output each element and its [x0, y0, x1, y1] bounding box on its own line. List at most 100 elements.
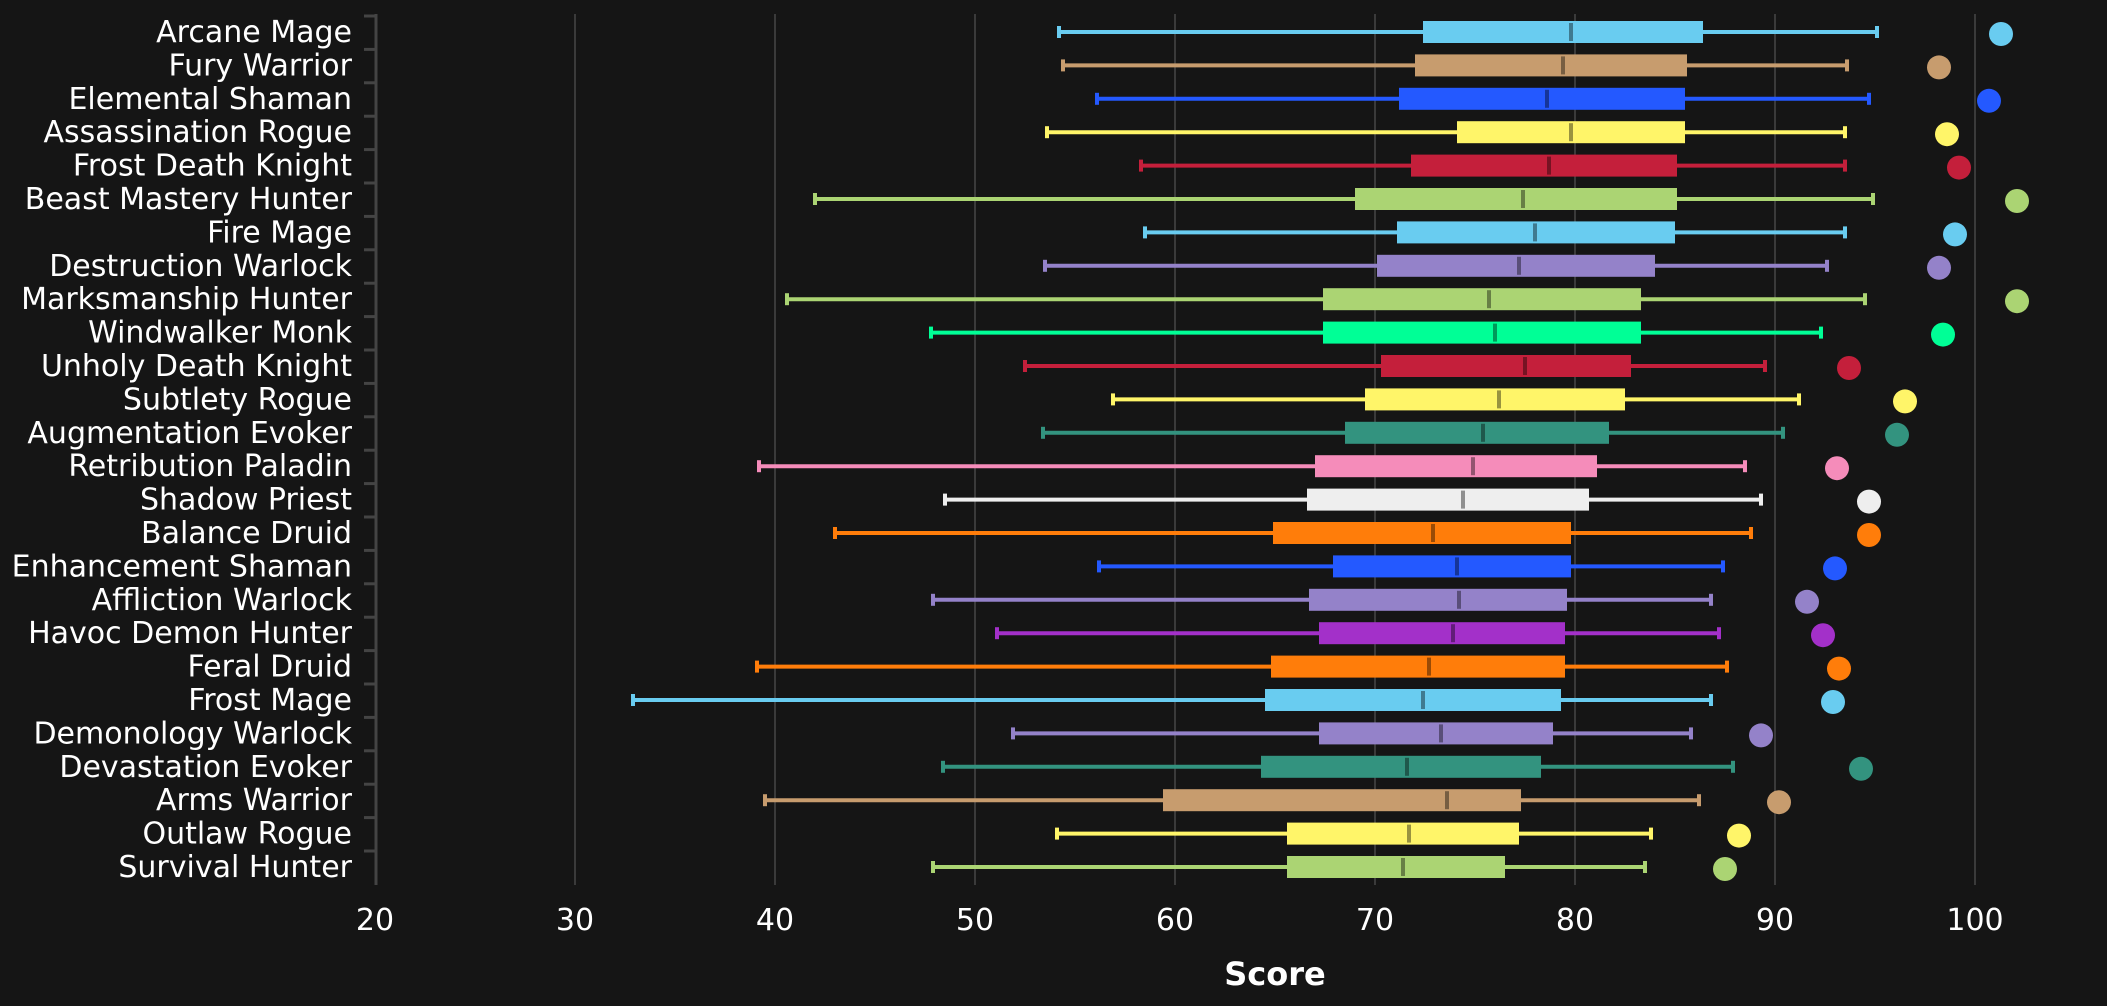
iqr-box[interactable]: [1323, 288, 1641, 311]
iqr-box[interactable]: [1319, 622, 1565, 645]
max-point[interactable]: [2005, 289, 2029, 314]
y-tick-label: Fury Warrior: [168, 48, 352, 83]
y-tick-label: Frost Mage: [188, 683, 352, 718]
iqr-box[interactable]: [1411, 154, 1677, 177]
y-tick-label: Fire Mage: [207, 215, 352, 250]
iqr-box[interactable]: [1319, 722, 1553, 745]
box-row: [1045, 121, 1959, 147]
x-tick-label: 40: [756, 903, 794, 938]
max-point[interactable]: [1795, 589, 1819, 614]
box-row: [755, 655, 1851, 681]
iqr-box[interactable]: [1309, 588, 1567, 611]
y-tick-label: Beast Mastery Hunter: [25, 182, 353, 217]
y-tick-label: Unholy Death Knight: [41, 349, 352, 384]
max-point[interactable]: [1837, 356, 1861, 380]
iqr-box[interactable]: [1287, 822, 1519, 845]
max-point[interactable]: [1821, 690, 1845, 714]
x-tick-label: 30: [556, 903, 594, 938]
max-point[interactable]: [1935, 122, 1959, 147]
box-row: [1095, 87, 2001, 113]
iqr-box[interactable]: [1271, 655, 1565, 678]
y-tick-label: Enhancement Shaman: [12, 549, 352, 584]
x-tick-label: 50: [956, 903, 994, 938]
max-point[interactable]: [1931, 322, 1955, 347]
box-row: [1097, 555, 1847, 581]
max-point[interactable]: [1767, 790, 1791, 815]
iqr-box[interactable]: [1265, 689, 1561, 711]
y-tick-label: Destruction Warlock: [49, 249, 352, 284]
box-row: [1023, 355, 1861, 380]
iqr-box[interactable]: [1365, 388, 1625, 411]
iqr-box[interactable]: [1355, 188, 1677, 210]
box-row: [1111, 388, 1917, 414]
y-tick-label: Elemental Shaman: [68, 82, 352, 117]
y-tick-label: Survival Hunter: [118, 850, 352, 885]
y-tick-label: Affliction Warlock: [92, 583, 353, 618]
box-row: [1143, 221, 1967, 247]
iqr-box[interactable]: [1287, 856, 1505, 878]
y-tick-label: Assassination Rogue: [43, 115, 352, 150]
iqr-box[interactable]: [1333, 555, 1571, 578]
y-tick-label: Balance Druid: [141, 516, 352, 551]
box-row: [929, 321, 1955, 347]
max-point[interactable]: [1727, 823, 1751, 848]
max-point[interactable]: [1885, 422, 1909, 447]
box-row: [931, 856, 1737, 881]
max-point[interactable]: [1823, 556, 1847, 581]
iqr-box[interactable]: [1423, 21, 1703, 43]
max-point[interactable]: [1989, 22, 2013, 46]
x-tick-label: 100: [1946, 903, 2003, 938]
x-axis-title: Score: [1224, 955, 1325, 993]
box-row: [941, 755, 1873, 781]
x-axis: 20 30 40 50 60 70 80 90 100: [356, 903, 2004, 938]
box-row: [1041, 421, 1909, 447]
max-point[interactable]: [1713, 857, 1737, 881]
max-point[interactable]: [1977, 88, 2001, 113]
iqr-box[interactable]: [1307, 488, 1589, 511]
max-point[interactable]: [1825, 456, 1849, 481]
iqr-box[interactable]: [1399, 87, 1685, 110]
box-row: [1139, 154, 1971, 180]
y-tick-label: Havoc Demon Hunter: [28, 616, 353, 651]
iqr-box[interactable]: [1315, 455, 1597, 478]
y-tick-label: Arcane Mage: [156, 15, 352, 50]
iqr-box[interactable]: [1415, 54, 1687, 77]
max-point[interactable]: [2005, 189, 2029, 213]
iqr-box[interactable]: [1345, 421, 1609, 444]
box-row: [1061, 54, 1951, 80]
max-point[interactable]: [1927, 55, 1951, 80]
box-row: [1057, 21, 2013, 46]
iqr-box[interactable]: [1273, 522, 1571, 544]
box-row: [931, 588, 1819, 614]
iqr-box[interactable]: [1261, 755, 1541, 778]
boxes: [631, 21, 2029, 881]
max-point[interactable]: [1943, 222, 1967, 247]
max-point[interactable]: [1811, 623, 1835, 648]
y-tick-label: Frost Death Knight: [73, 149, 352, 184]
max-point[interactable]: [1947, 155, 1971, 180]
box-row: [785, 288, 2029, 314]
max-point[interactable]: [1857, 489, 1881, 514]
box-row: [813, 188, 2029, 213]
x-tick-label: 90: [1756, 903, 1794, 938]
iqr-box[interactable]: [1377, 254, 1655, 277]
max-point[interactable]: [1927, 255, 1951, 280]
max-point[interactable]: [1827, 656, 1851, 681]
y-tick-label: Subtlety Rogue: [123, 382, 352, 417]
iqr-box[interactable]: [1381, 355, 1631, 377]
iqr-box[interactable]: [1323, 321, 1641, 344]
box-row: [943, 488, 1881, 514]
max-point[interactable]: [1857, 523, 1881, 547]
max-point[interactable]: [1893, 389, 1917, 414]
max-point[interactable]: [1749, 723, 1773, 748]
x-tick-label: 70: [1356, 903, 1394, 938]
box-row: [995, 622, 1835, 648]
box-row: [631, 689, 1845, 714]
iqr-box[interactable]: [1163, 789, 1521, 812]
max-point[interactable]: [1849, 756, 1873, 781]
y-tick-label: Shadow Priest: [140, 483, 352, 518]
y-tick-label: Devastation Evoker: [59, 750, 352, 785]
x-tick-label: 80: [1556, 903, 1594, 938]
